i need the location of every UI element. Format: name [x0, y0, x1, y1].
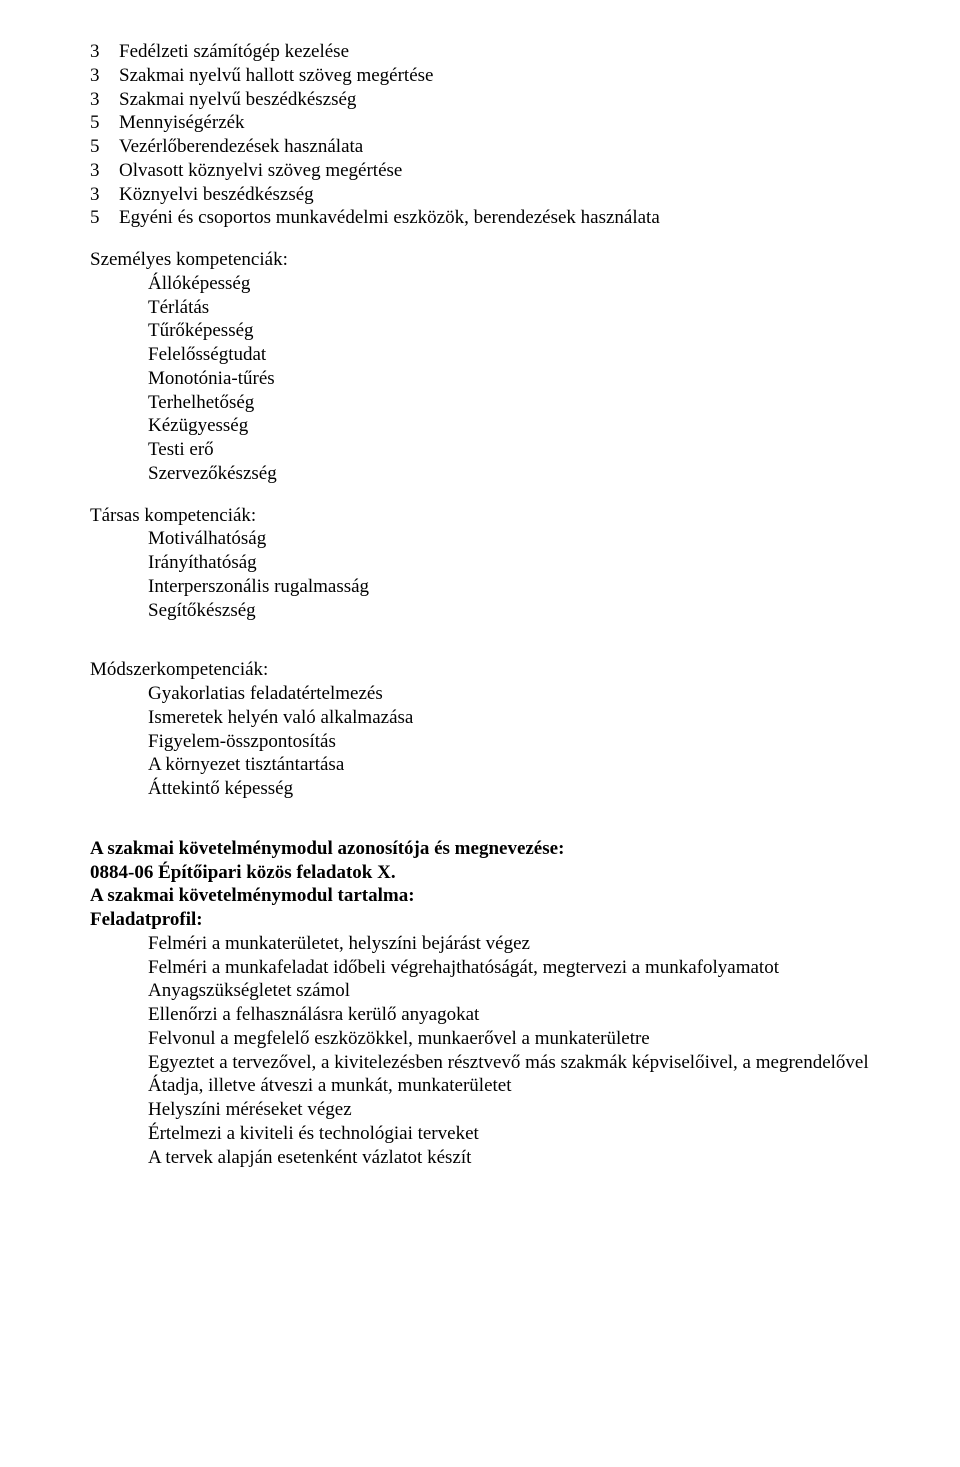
item-text: Vezérlőberendezések használata [119, 135, 363, 159]
list-item: Felméri a munkaterületet, helyszíni bejá… [148, 932, 870, 956]
list-item: Értelmezi a kiviteli és technológiai ter… [148, 1122, 870, 1146]
personal-competencies-list: Állóképesség Térlátás Tűrőképesség Felel… [90, 272, 870, 486]
numbered-list: 3 Fedélzeti számítógép kezelése 3 Szakma… [90, 40, 870, 230]
numbered-item: 3 Szakmai nyelvű beszédkészség [90, 88, 870, 112]
section-heading-personal: Személyes kompetenciák: [90, 248, 870, 272]
item-number: 3 [90, 88, 119, 112]
list-item: Gyakorlatias feladatértelmezés [148, 682, 870, 706]
module-heading-line1: A szakmai követelménymodul azonosítója é… [90, 837, 870, 861]
list-item: Szervezőkészség [148, 462, 870, 486]
item-number: 3 [90, 183, 119, 207]
module-heading-line4: Feladatprofil: [90, 908, 870, 932]
list-item: Monotónia-tűrés [148, 367, 870, 391]
numbered-item: 5 Vezérlőberendezések használata [90, 135, 870, 159]
list-item: Interperszonális rugalmasság [148, 575, 870, 599]
item-number: 5 [90, 111, 119, 135]
module-heading-line3: A szakmai követelménymodul tartalma: [90, 884, 870, 908]
numbered-item: 5 Egyéni és csoportos munkavédelmi eszkö… [90, 206, 870, 230]
list-item: Figyelem-összpontosítás [148, 730, 870, 754]
item-number: 3 [90, 159, 119, 183]
personal-competencies-section: Személyes kompetenciák: Állóképesség Tér… [90, 248, 870, 486]
list-item: Áttekintő képesség [148, 777, 870, 801]
section-heading-social: Társas kompetenciák: [90, 504, 870, 528]
list-item: Terhelhetőség [148, 391, 870, 415]
item-number: 3 [90, 64, 119, 88]
list-item: Kézügyesség [148, 414, 870, 438]
numbered-item: 5 Mennyiségérzék [90, 111, 870, 135]
social-competencies-list: Motiválhatóság Irányíthatóság Interpersz… [90, 527, 870, 622]
module-task-list: Felméri a munkaterületet, helyszíni bejá… [90, 932, 870, 1170]
item-text: Egyéni és csoportos munkavédelmi eszközö… [119, 206, 660, 230]
list-item: A tervek alapján esetenként vázlatot kés… [148, 1146, 870, 1170]
item-number: 3 [90, 40, 119, 64]
item-text: Fedélzeti számítógép kezelése [119, 40, 349, 64]
list-item: Felvonul a megfelelő eszközökkel, munkae… [148, 1027, 870, 1051]
list-item: Felméri a munkafeladat időbeli végrehajt… [148, 956, 870, 980]
list-item: Ellenőrzi a felhasználásra kerülő anyago… [148, 1003, 870, 1027]
list-item: Átadja, illetve átveszi a munkát, munkat… [148, 1074, 870, 1098]
list-item: Motiválhatóság [148, 527, 870, 551]
list-item: Irányíthatóság [148, 551, 870, 575]
module-section: A szakmai követelménymodul azonosítója é… [90, 837, 870, 1170]
numbered-item: 3 Szakmai nyelvű hallott szöveg megértés… [90, 64, 870, 88]
list-item: A környezet tisztántartása [148, 753, 870, 777]
section-heading-method: Módszerkompetenciák: [90, 658, 870, 682]
numbered-item: 3 Köznyelvi beszédkészség [90, 183, 870, 207]
numbered-item: 3 Fedélzeti számítógép kezelése [90, 40, 870, 64]
item-text: Szakmai nyelvű beszédkészség [119, 88, 356, 112]
item-text: Mennyiségérzék [119, 111, 245, 135]
item-number: 5 [90, 206, 119, 230]
numbered-item: 3 Olvasott köznyelvi szöveg megértése [90, 159, 870, 183]
list-item: Segítőkészség [148, 599, 870, 623]
document-body: 3 Fedélzeti számítógép kezelése 3 Szakma… [90, 40, 870, 1169]
method-competencies-section: Módszerkompetenciák: Gyakorlatias felada… [90, 658, 870, 801]
list-item: Egyeztet a tervezővel, a kivitelezésben … [148, 1051, 870, 1075]
list-item: Tűrőképesség [148, 319, 870, 343]
social-competencies-section: Társas kompetenciák: Motiválhatóság Irán… [90, 504, 870, 623]
list-item: Testi erő [148, 438, 870, 462]
list-item: Térlátás [148, 296, 870, 320]
module-heading-line2: 0884-06 Építőipari közös feladatok X. [90, 861, 870, 885]
item-text: Olvasott köznyelvi szöveg megértése [119, 159, 402, 183]
list-item: Anyagszükségletet számol [148, 979, 870, 1003]
item-text: Szakmai nyelvű hallott szöveg megértése [119, 64, 433, 88]
list-item: Felelősségtudat [148, 343, 870, 367]
list-item: Ismeretek helyén való alkalmazása [148, 706, 870, 730]
item-number: 5 [90, 135, 119, 159]
list-item: Helyszíni méréseket végez [148, 1098, 870, 1122]
list-item: Állóképesség [148, 272, 870, 296]
method-competencies-list: Gyakorlatias feladatértelmezés Ismeretek… [90, 682, 870, 801]
item-text: Köznyelvi beszédkészség [119, 183, 314, 207]
